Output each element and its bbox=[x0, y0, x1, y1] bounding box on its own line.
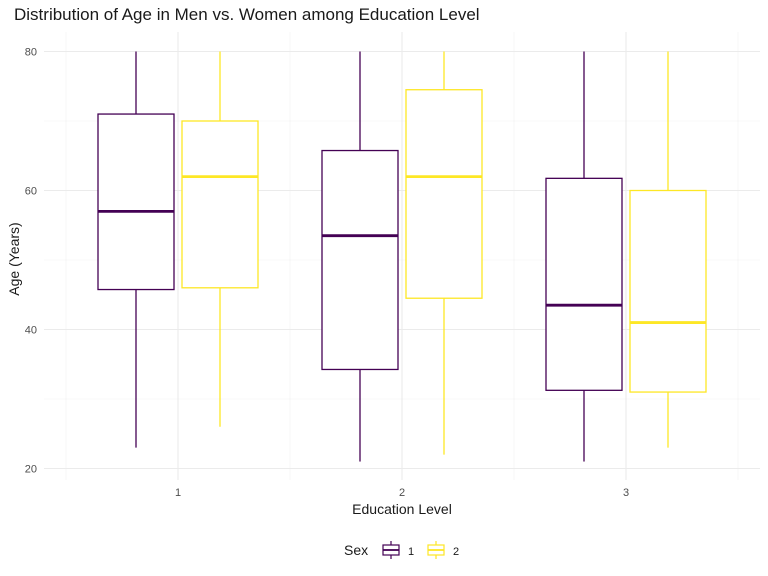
box-group bbox=[181, 51, 259, 427]
y-tick-label: 40 bbox=[25, 325, 37, 337]
box bbox=[545, 177, 623, 391]
boxes bbox=[97, 51, 707, 462]
y-tick-label: 60 bbox=[25, 186, 37, 198]
y-tick-label: 20 bbox=[25, 464, 37, 476]
chart-title: Distribution of Age in Men vs. Women amo… bbox=[14, 5, 480, 24]
box-group bbox=[321, 51, 399, 462]
legend-key bbox=[382, 541, 400, 559]
legend-label: 2 bbox=[453, 546, 459, 558]
x-axis-ticks: 1 2 3 bbox=[175, 487, 629, 499]
y-axis-ticks: 20 40 60 80 bbox=[25, 47, 37, 476]
box bbox=[321, 149, 399, 371]
box bbox=[181, 120, 259, 289]
y-axis-title: Age (Years) bbox=[6, 222, 22, 295]
legend-label: 1 bbox=[408, 546, 414, 558]
x-tick-label: 3 bbox=[623, 487, 629, 499]
box bbox=[629, 189, 707, 393]
x-tick-label: 2 bbox=[399, 487, 405, 499]
box-group bbox=[545, 51, 623, 462]
y-tick-label: 80 bbox=[25, 47, 37, 59]
box bbox=[405, 89, 483, 299]
box-group bbox=[629, 51, 707, 448]
legend-title: Sex bbox=[344, 542, 368, 558]
box bbox=[97, 113, 175, 291]
legend-key bbox=[427, 541, 445, 559]
legend: Sex 1 2 bbox=[344, 541, 459, 559]
box-group bbox=[405, 51, 483, 455]
x-axis-title: Education Level bbox=[352, 501, 452, 517]
box-group bbox=[97, 51, 175, 448]
x-tick-label: 1 bbox=[175, 487, 181, 499]
